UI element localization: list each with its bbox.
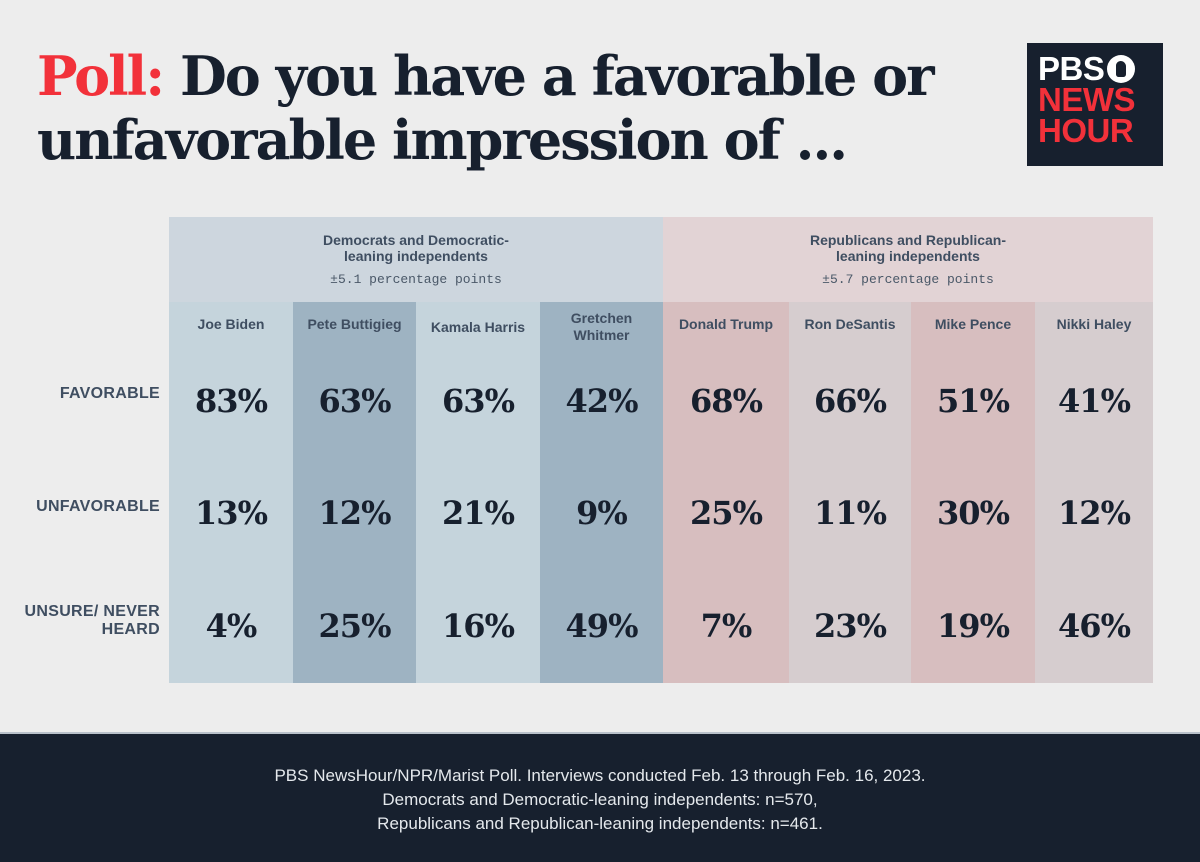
favorable-value: 66% [814,382,887,420]
candidate-name: Kamala Harris [430,319,526,335]
footer-dem-sample-line: Democrats and Democratic-leaning indepen… [382,790,818,809]
title-accent: Poll: [37,44,165,108]
unfavorable-value: 30% [937,494,1010,532]
group-name: Republicans and Republican-leaning indep… [809,232,1007,264]
candidate-name: Nikki Haley [1056,316,1132,332]
page-title: Poll: Do you have a favorable or unfavor… [37,44,937,172]
unsure-value: 7% [700,607,753,645]
column-kamala-harris: Kamala Harris 63% 21% 16% [416,302,540,683]
candidate-name: Donald Trump [678,316,774,332]
logo-news-text: NEWS [1038,81,1136,118]
row-label-favorable: FAVORABLE [59,385,160,402]
unsure-value: 49% [565,607,639,645]
group-header-republicans: Republicans and Republican-leaning indep… [663,217,1153,302]
candidate-name: Joe Biden [197,316,265,332]
unfavorable-value: 12% [318,494,392,532]
unfavorable-value: 25% [690,494,763,532]
favorable-value: 83% [195,382,268,420]
poll-table: Democrats and Democratic-leaning indepen… [169,217,1153,683]
logo-pbs-text: PBS [1038,50,1105,87]
logo-hour-text: HOUR [1038,112,1134,149]
unfavorable-value: 13% [195,494,268,532]
unsure-value: 46% [1058,607,1131,645]
pbs-head-icon [1107,54,1136,83]
favorable-value: 51% [937,382,1010,420]
pbs-newshour-logo: PBS NEWS HOUR [1027,43,1163,166]
margin-of-error: ±5.7 percentage points [822,272,994,287]
unfavorable-value: 21% [442,494,515,532]
candidate-name: Mike Pence [934,316,1012,332]
candidate-name: Pete Buttigieg [307,316,402,332]
favorable-value: 63% [318,382,392,420]
unfavorable-value: 12% [1058,494,1131,532]
footer-source-line: PBS NewsHour/NPR/Marist Poll. Interviews… [274,766,926,785]
footer-rep-sample-line: Republicans and Republican-leaning indep… [377,814,823,833]
margin-of-error: ±5.1 percentage points [330,272,502,287]
candidate-name: Gretchen Whitmer [570,310,633,343]
column-gretchen-whitmer: Gretchen Whitmer 42% 9% 49% [540,302,663,683]
unsure-value: 25% [318,607,392,645]
column-donald-trump: Donald Trump 68% 25% 7% [663,302,789,683]
unsure-value: 23% [814,607,887,645]
row-label-unfavorable: UNFAVORABLE [36,498,160,515]
column-pete-buttigieg: Pete Buttigieg 63% 12% 25% [293,302,416,683]
column-joe-biden: Joe Biden 83% 13% 4% [169,302,293,683]
group-name: Democrats and Democratic-leaning indepen… [323,232,509,264]
title-text: Do you have a favorable or unfavorable i… [37,44,935,172]
unfavorable-value: 11% [814,494,887,532]
favorable-value: 63% [442,382,515,420]
column-nikki-haley: Nikki Haley 41% 12% 46% [1035,302,1153,683]
favorable-value: 41% [1058,382,1131,420]
column-mike-pence: Mike Pence 51% 30% 19% [911,302,1035,683]
group-header-democrats: Democrats and Democratic-leaning indepen… [169,217,663,302]
favorable-value: 68% [690,382,763,420]
unsure-value: 19% [937,607,1010,645]
unsure-value: 16% [442,607,515,645]
row-label-unsure: UNSURE/ NEVER HEARD [24,603,160,638]
unsure-value: 4% [205,607,258,645]
column-ron-desantis: Ron DeSantis 66% 11% 23% [789,302,911,683]
candidate-name: Ron DeSantis [804,316,896,332]
source-footer: PBS NewsHour/NPR/Marist Poll. Interviews… [0,732,1200,862]
unfavorable-value: 9% [576,494,628,532]
favorable-value: 42% [565,382,639,420]
